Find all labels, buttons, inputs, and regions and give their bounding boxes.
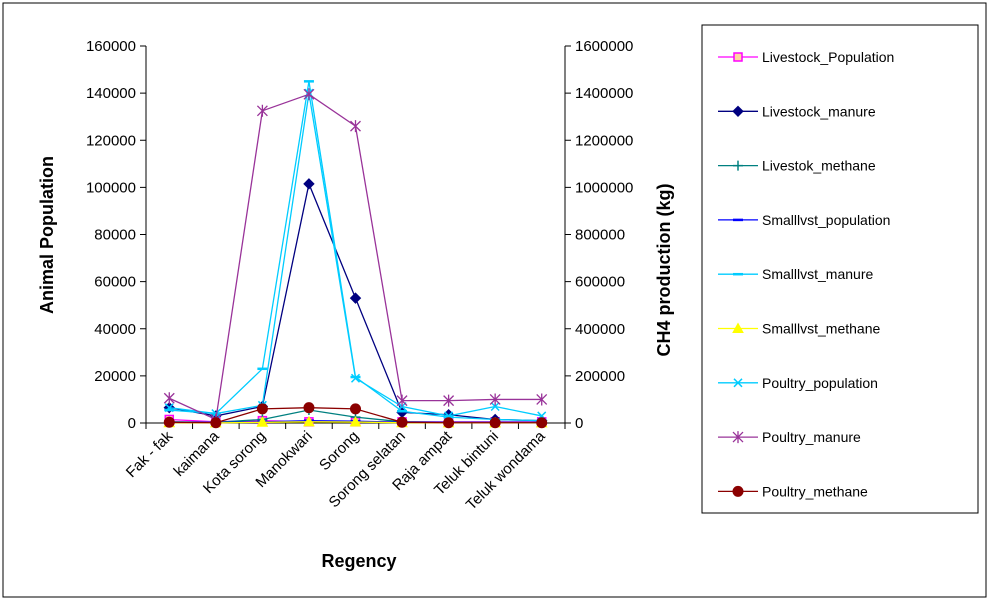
y-tick-label: 0 xyxy=(128,415,136,432)
series-Poultry_methane xyxy=(163,402,548,429)
legend-marker xyxy=(733,378,743,388)
data-point xyxy=(163,416,175,428)
legend-marker xyxy=(732,431,744,444)
legend-item: Poultry_population xyxy=(718,375,878,391)
data-point xyxy=(443,417,455,429)
legend-item: Poultry_manure xyxy=(718,429,861,445)
y2-tick-label: 800000 xyxy=(575,227,625,244)
y2-tick-label: 0 xyxy=(575,415,583,432)
y-axis-title: Animal Population xyxy=(37,156,57,314)
y2-tick-label: 600000 xyxy=(575,274,625,291)
y2-tick-label: 1600000 xyxy=(575,38,633,55)
legend-label: Smalllvst_population xyxy=(762,212,890,228)
y2-tick-label: 1400000 xyxy=(575,85,633,102)
legend-label: Poultry_population xyxy=(762,375,878,391)
y-tick-label: 60000 xyxy=(94,274,136,291)
data-point xyxy=(489,393,501,406)
data-point xyxy=(256,416,269,427)
data-point xyxy=(396,416,408,428)
data-point xyxy=(536,417,548,429)
legend-item: Poultry_methane xyxy=(718,483,868,499)
y2-axis-title: CH4 production (kg) xyxy=(654,184,674,357)
y-tick-label: 120000 xyxy=(86,132,136,149)
data-point xyxy=(303,415,315,427)
legend-item: Livestock_Population xyxy=(718,49,894,65)
legend-box xyxy=(701,24,979,514)
y-tick-label: 80000 xyxy=(94,227,136,244)
data-point xyxy=(489,417,501,429)
legend-item: Livestok_methane xyxy=(718,158,876,174)
legend-label: Smalllvst_manure xyxy=(762,266,873,282)
y-tick-label: 140000 xyxy=(86,85,136,102)
legend-marker xyxy=(732,485,744,497)
legend-label: Poultry_methane xyxy=(762,483,868,499)
data-point xyxy=(350,373,361,383)
data-point xyxy=(303,402,315,414)
data-point xyxy=(490,401,500,412)
legend-label: Poultry_manure xyxy=(762,429,861,445)
y-tick-label: 20000 xyxy=(94,368,136,385)
data-point xyxy=(303,178,315,190)
legend-label: Livestock_Population xyxy=(762,49,894,65)
series-layer xyxy=(163,80,548,429)
legend-label: Smalllvst_methane xyxy=(762,321,880,337)
y2-tick-label: 1200000 xyxy=(575,132,633,149)
legend-marker xyxy=(732,322,744,333)
data-point xyxy=(210,417,222,429)
legend-item: Smalllvst_methane xyxy=(718,321,880,337)
data-point xyxy=(164,403,174,413)
data-point xyxy=(536,393,548,406)
data-point xyxy=(443,394,455,407)
data-point xyxy=(256,104,268,117)
data-point xyxy=(350,120,361,133)
legend-item: Smalllvst_population xyxy=(718,212,890,228)
legend-marker xyxy=(733,160,743,171)
data-point xyxy=(256,403,268,415)
legend: Livestock_Population Livestock_manure Live… xyxy=(701,24,979,514)
data-point xyxy=(349,292,362,304)
legend-marker xyxy=(732,105,744,118)
legend-label: Livestock_manure xyxy=(762,103,876,119)
data-point xyxy=(163,392,175,405)
data-point xyxy=(303,88,315,101)
y2-tick-label: 200000 xyxy=(575,368,625,385)
legend-item: Livestock_manure xyxy=(718,103,876,119)
y-tick-label: 160000 xyxy=(86,38,136,55)
y-tick-label: 100000 xyxy=(86,179,136,196)
series-Poultry_population xyxy=(164,88,547,421)
legend-label: Livestok_methane xyxy=(762,158,876,174)
legend-marker xyxy=(733,52,743,62)
x-axis-title: Regency xyxy=(321,551,396,571)
data-point xyxy=(350,403,361,415)
data-point xyxy=(349,416,362,427)
y-tick-label: 40000 xyxy=(94,321,136,338)
legend-item: Smalllvst_manure xyxy=(718,266,873,282)
data-point xyxy=(396,394,408,407)
y2-tick-label: 1000000 xyxy=(575,179,633,196)
y2-tick-label: 400000 xyxy=(575,321,625,338)
legend-items: Livestock_Population Livestock_manure Live… xyxy=(718,49,894,499)
